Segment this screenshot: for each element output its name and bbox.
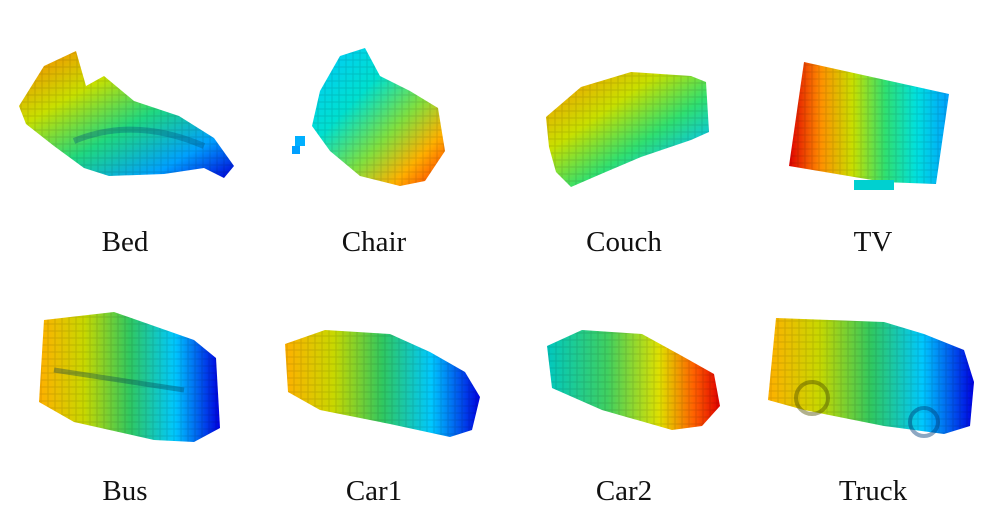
object-label: Car1: [345, 475, 403, 507]
bed-voxel-image: [14, 46, 239, 186]
bus-voxel-image: [34, 310, 234, 450]
object-label: Chair: [341, 226, 407, 258]
object-label: TV: [853, 226, 893, 258]
chair-voxel-image: [290, 46, 450, 186]
couch-voxel-image: [541, 62, 713, 192]
object-label: Couch: [586, 226, 662, 258]
car2-voxel-image: [542, 326, 722, 434]
car1-voxel-image: [280, 322, 485, 442]
object-label: Bed: [101, 226, 149, 258]
tv-voxel-image: [784, 58, 954, 198]
object-label: Truck: [838, 475, 908, 507]
object-label: Car2: [595, 475, 653, 507]
object-label: Bus: [102, 475, 148, 507]
truck-voxel-image: [764, 314, 976, 442]
